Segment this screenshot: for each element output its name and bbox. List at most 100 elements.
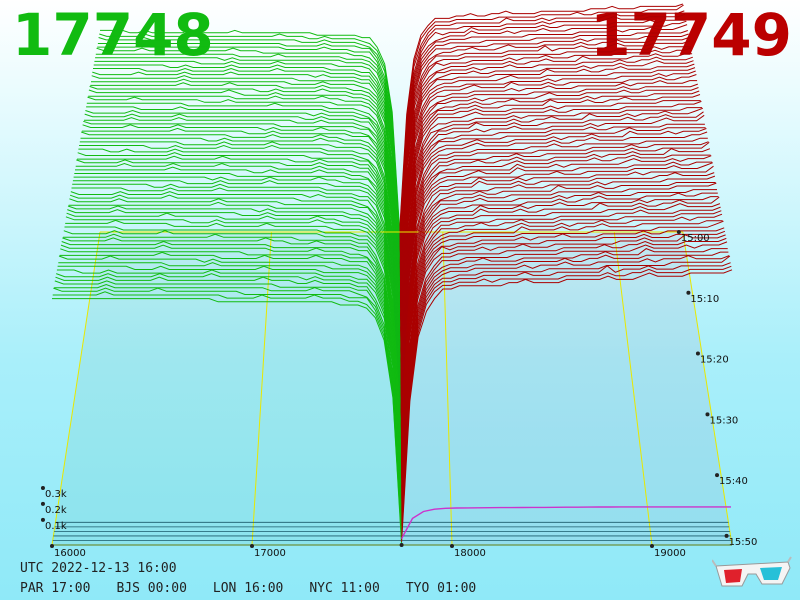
bid-depth-line xyxy=(97,42,401,246)
bid-depth-line xyxy=(62,237,402,478)
bid-depth-line xyxy=(72,180,402,409)
bid-depth-line xyxy=(91,78,401,292)
bid-depth-line xyxy=(56,269,402,514)
bid-depth-line xyxy=(69,198,402,432)
time-tick-mark xyxy=(715,473,720,478)
ask-depth-line xyxy=(400,182,716,438)
bid-depth-line xyxy=(69,194,402,428)
ask-depth-line xyxy=(399,70,696,312)
bid-depth-line xyxy=(93,67,401,278)
bid-depth-line xyxy=(61,240,402,482)
ask-depth-line xyxy=(400,192,718,455)
timezone-list: PAR 17:00 BJS 00:00 LON 16:00 NYC 11:00 … xyxy=(20,581,476,596)
ask-depth-line xyxy=(399,87,699,332)
depth-chart: 16000 17000 18000 19000 15:00 15:10 15:20 15:30… xyxy=(40,3,758,559)
bid-floor-shade xyxy=(52,232,402,545)
time-tick-label: 15:50 xyxy=(729,537,758,548)
bid-depth-line xyxy=(84,117,401,337)
ask-depth-line xyxy=(399,3,684,230)
ask-depth-line xyxy=(399,90,700,334)
ask-depth-line xyxy=(400,155,712,411)
timezone-nyc: NYC 11:00 xyxy=(309,581,380,596)
ask-depth-line xyxy=(399,56,693,296)
time-tick-label: 15:40 xyxy=(719,476,748,487)
ask-depth-line xyxy=(400,148,711,405)
time-tick-mark xyxy=(695,351,700,356)
ask-depth-line xyxy=(399,13,686,244)
ask-depth-line xyxy=(400,182,717,443)
time-tick-label: 15:30 xyxy=(709,415,738,426)
bid-depth-line xyxy=(95,53,401,260)
ask-depth-line xyxy=(399,67,696,307)
bid-depth-line xyxy=(88,95,401,310)
bid-depth-line xyxy=(73,176,402,405)
bid-depth-line xyxy=(65,219,402,459)
bid-depth-line xyxy=(89,85,401,301)
ask-depth-line xyxy=(400,237,727,506)
bid-depth-line xyxy=(57,265,402,509)
ask-depth-line xyxy=(400,220,723,484)
ask-depth-line xyxy=(399,20,687,253)
bid-depth-line xyxy=(63,230,402,468)
ask-depth-line xyxy=(399,60,694,298)
x-tick-label: 19000 xyxy=(654,548,686,559)
time-tick-mark xyxy=(705,412,710,417)
timezone-lon: LON 16:00 xyxy=(212,581,284,596)
time-tick-label: 15:10 xyxy=(690,294,719,305)
ask-depth-line xyxy=(399,10,685,242)
bid-depth-line xyxy=(82,124,401,346)
x-tick-mark xyxy=(50,544,54,548)
bid-depth-line xyxy=(56,273,402,518)
x-grid-line xyxy=(613,231,653,546)
ask-depth-line xyxy=(399,107,703,357)
ask-depth-line xyxy=(400,123,705,373)
bid-depth-line xyxy=(60,248,402,491)
ask-depth-line xyxy=(400,127,706,375)
bid-depth-line xyxy=(77,155,402,382)
ask-depth-line xyxy=(400,227,725,493)
timezone-bjs: BJS 00:00 xyxy=(116,581,187,596)
ask-depth-line xyxy=(401,265,732,538)
ask-depth-line xyxy=(399,24,688,260)
bid-depth-line xyxy=(94,60,401,269)
ask-depth-line xyxy=(399,36,690,271)
ask-depth-line xyxy=(400,172,715,429)
bid-depth-line xyxy=(54,283,402,532)
bid-depth-line xyxy=(60,244,402,487)
ask-depth-line xyxy=(400,161,713,416)
bid-depth-line xyxy=(59,251,402,496)
timezone-par: PAR 17:00 xyxy=(20,581,91,596)
ask-depth-line xyxy=(400,196,720,461)
ask-depth-line xyxy=(399,107,703,355)
ask-depth-line xyxy=(399,74,697,319)
time-tick-mark xyxy=(724,533,729,538)
timezone-tyo: TYO 01:00 xyxy=(405,581,477,596)
bid-depth-line xyxy=(90,82,401,296)
bid-depth-line xyxy=(65,216,402,455)
bid-depth-line xyxy=(79,144,401,369)
bid-depth-line xyxy=(58,255,402,500)
ask-depth-line xyxy=(400,114,705,366)
ask-depth-line xyxy=(400,162,713,420)
bid-depth-line xyxy=(67,209,402,446)
time-tick-label: 15:20 xyxy=(700,355,729,366)
time-tick-label: 15:00 xyxy=(681,233,710,244)
bid-depth-line xyxy=(98,36,401,242)
x-tick-label: 18000 xyxy=(454,548,486,559)
y-tick-mark xyxy=(40,485,45,490)
ask-depth-line xyxy=(399,33,689,266)
ask-depth-line xyxy=(401,251,729,520)
ask-depth-line xyxy=(400,196,719,459)
ask-depth-line xyxy=(400,165,714,428)
bid-depth-line xyxy=(96,47,401,255)
3d-glasses-icon[interactable] xyxy=(712,556,792,592)
bid-depth-line xyxy=(75,162,402,391)
ask-depth-line xyxy=(399,30,688,264)
ask-depth-line xyxy=(399,4,684,235)
bid-depth-line xyxy=(100,29,401,233)
ask-depth-line xyxy=(400,234,726,502)
utc-time: UTC 2022-12-13 16:00 xyxy=(20,561,177,576)
ask-depth-line xyxy=(399,47,692,287)
bid-depth-line xyxy=(85,109,401,328)
ask-depth-line xyxy=(401,255,731,529)
